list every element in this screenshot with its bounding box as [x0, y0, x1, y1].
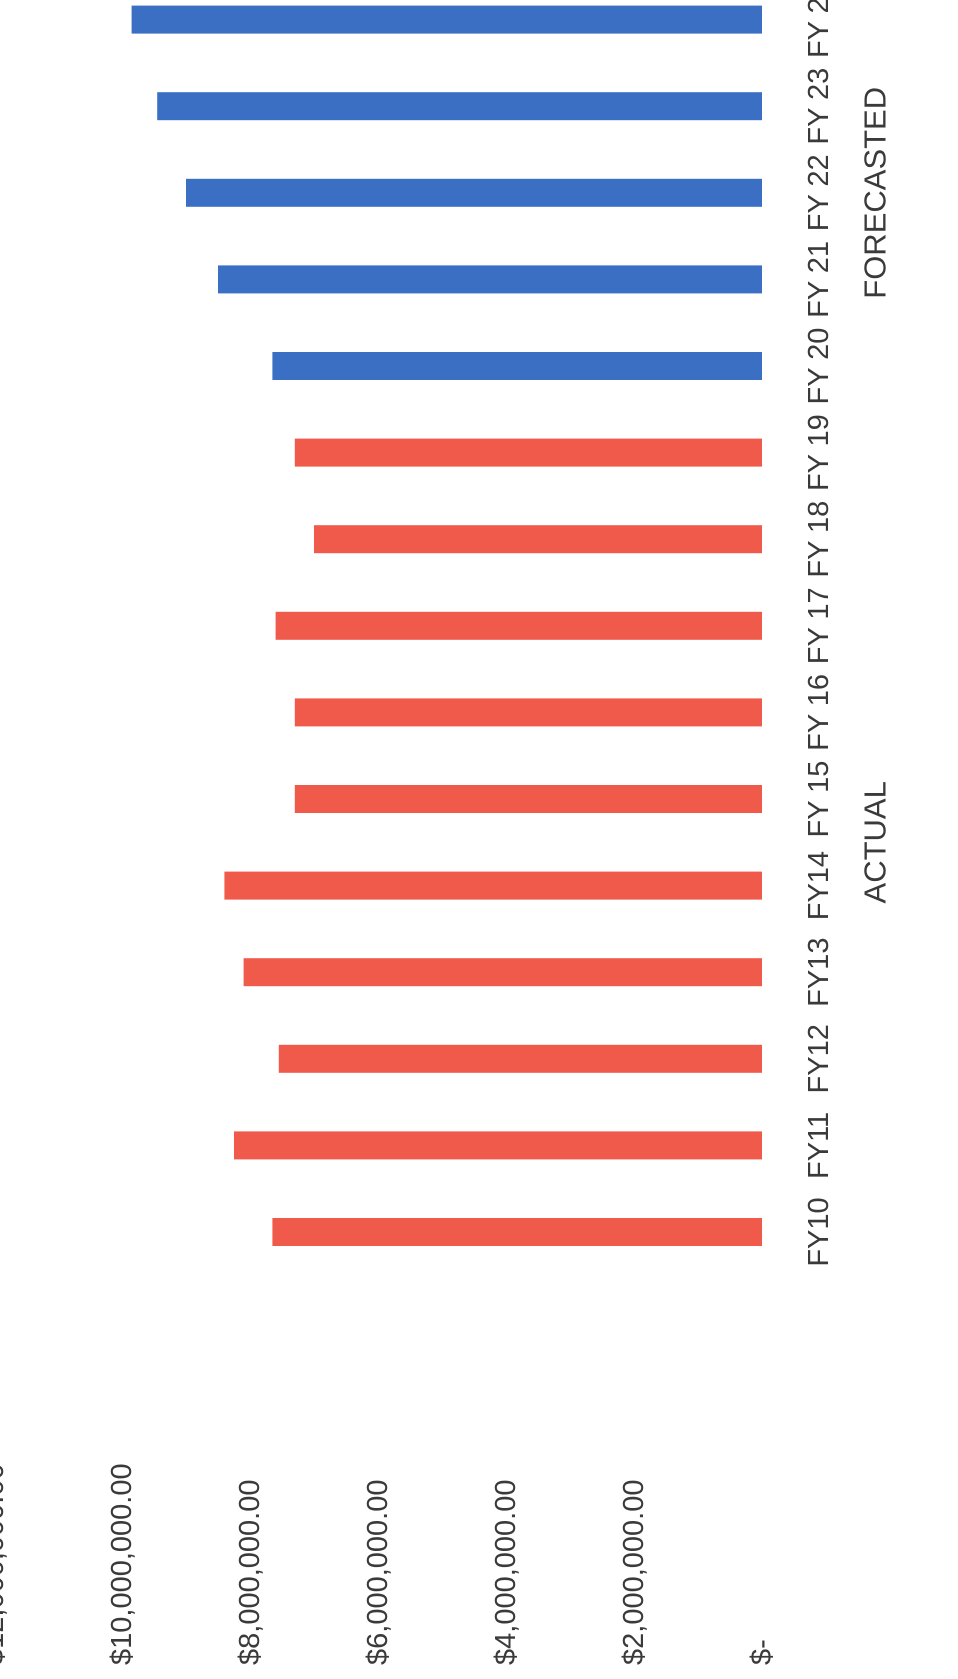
bar-fy16	[294, 698, 762, 727]
bar-fy19	[294, 438, 762, 467]
bars-layer	[131, 5, 763, 1246]
bar-fy15	[294, 785, 762, 813]
bar-fy14	[224, 871, 762, 900]
category-label: FY 24	[803, 0, 835, 58]
category-label: FY 22	[803, 154, 835, 231]
bar-fy10	[272, 1218, 762, 1246]
category-label: FY11	[803, 1112, 835, 1179]
category-label: FY 20	[803, 328, 835, 405]
category-label: FY 23	[803, 68, 835, 145]
value-axis-label: $4,000,000.00	[490, 1480, 522, 1665]
group-label-actual: ACTUAL	[858, 781, 893, 903]
value-axis-label: $6,000,000.00	[362, 1480, 394, 1665]
category-tick-labels: FY10 FY11 FY12 FY13 FY14 FY 15 FY 16 FY 17 FY 18…	[803, 0, 835, 1267]
category-label: FY 16	[803, 674, 835, 751]
value-axis-label: $-	[746, 1639, 778, 1665]
bar-fy18	[314, 525, 762, 554]
bar-fy11	[234, 1131, 762, 1160]
category-label: FY14	[803, 851, 835, 920]
category-label: FY 15	[803, 761, 835, 838]
group-label-forecasted: FORECASTED	[858, 87, 893, 299]
group-labels: ACTUAL FORECASTED	[858, 87, 893, 904]
bar-fy17	[275, 611, 762, 640]
bar-fy24	[131, 5, 763, 34]
value-tick-labels: $- $2,000,000.00 $4,000,000.00 $6,000,000.0…	[0, 1463, 778, 1665]
value-axis-label: $12,000,000.00	[0, 1463, 10, 1665]
category-label: FY 19	[803, 414, 835, 491]
bar-fy20	[272, 352, 762, 380]
value-axis-label: $8,000,000.00	[234, 1480, 266, 1665]
category-label: FY 18	[803, 501, 835, 578]
bar-fy21	[218, 265, 762, 294]
bar-fy13	[243, 958, 763, 987]
category-label: FY12	[803, 1024, 835, 1093]
bar-fy22	[186, 178, 762, 207]
bar-fy23	[157, 92, 762, 121]
value-axis-label: $2,000,000.00	[618, 1480, 650, 1665]
category-label: FY 21	[803, 241, 835, 318]
value-axis-label: $10,000,000.00	[106, 1463, 138, 1665]
bar-fy12	[278, 1044, 762, 1073]
category-label: FY 17	[803, 587, 835, 664]
category-label: FY13	[803, 938, 835, 1007]
category-label: FY10	[803, 1197, 835, 1266]
